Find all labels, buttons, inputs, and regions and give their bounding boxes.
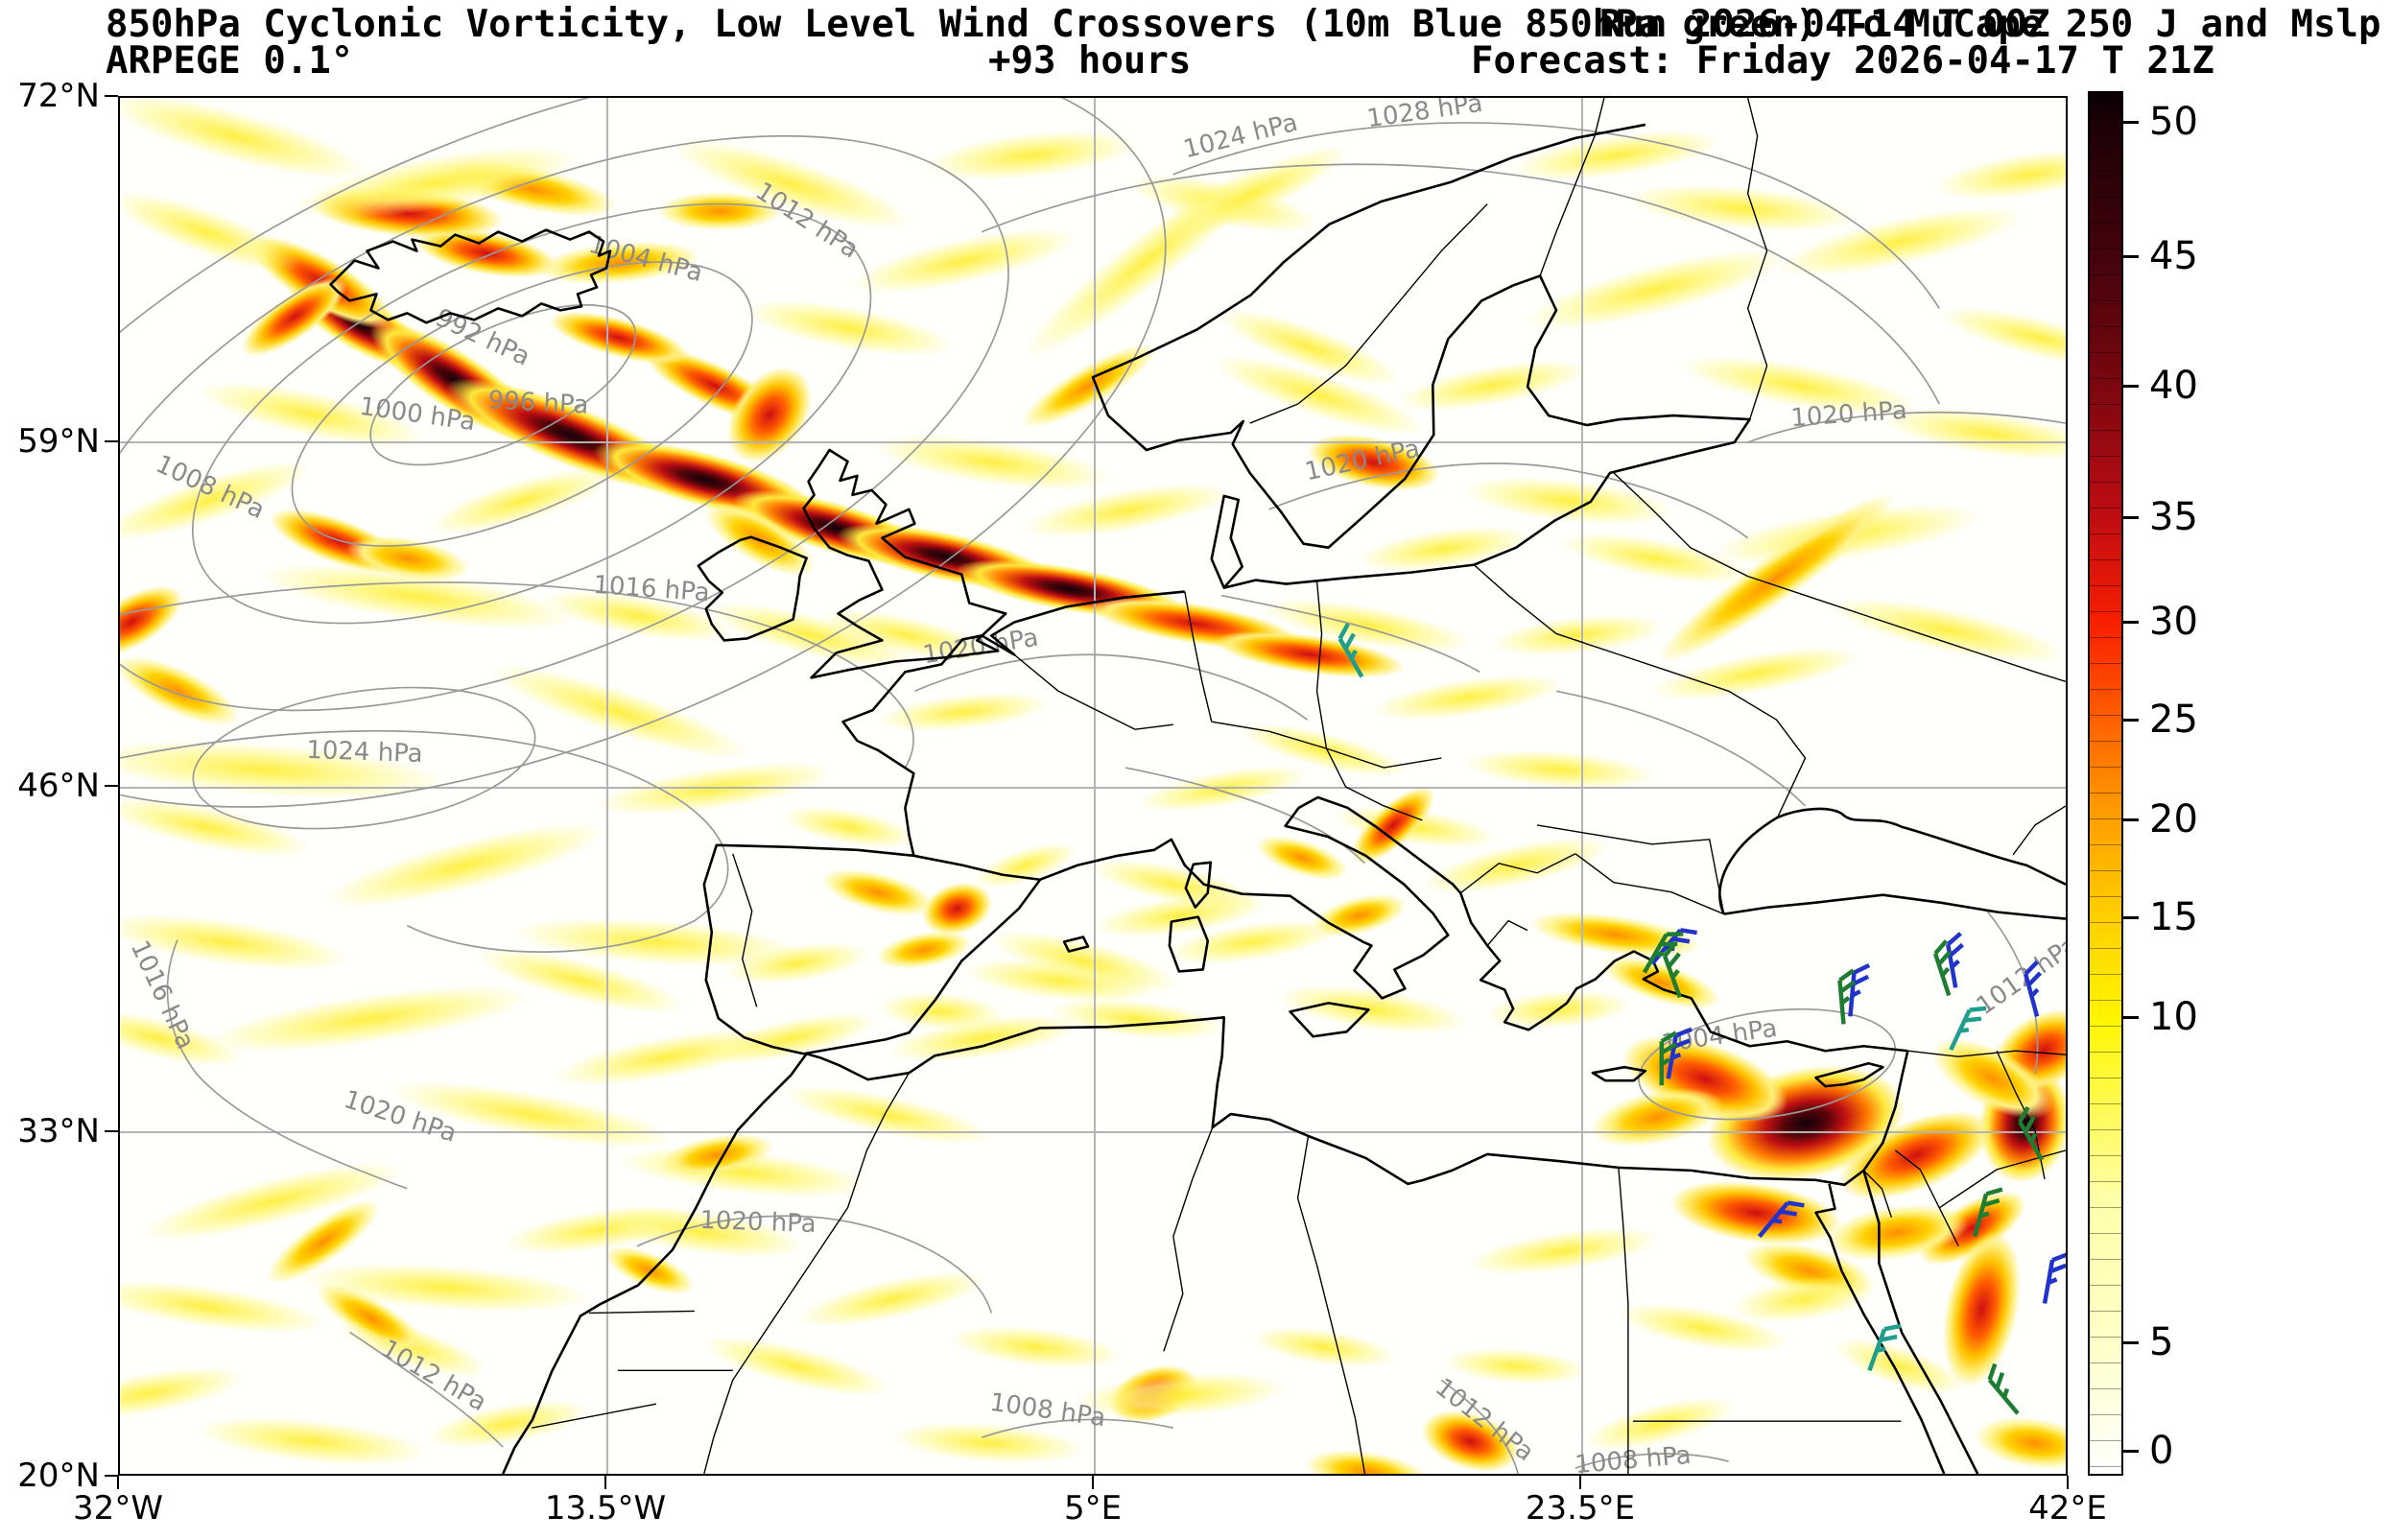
y-tick-label: 20°N bbox=[17, 1457, 100, 1495]
ireland-coast bbox=[697, 535, 808, 642]
blue-wind-barb-icon bbox=[1946, 932, 1964, 988]
y-tick-label: 46°N bbox=[17, 767, 100, 805]
green-wind-barb-icon bbox=[1659, 1031, 1677, 1086]
map-plot-area: 1028 hPa 1024 hPa 1012 hPa 1004 hPa 992 hPa 9… bbox=[118, 96, 2068, 1476]
colorbar-tick bbox=[2123, 620, 2139, 624]
corsica bbox=[1184, 861, 1213, 909]
mallorca bbox=[1062, 936, 1090, 953]
colorbar-tick bbox=[2123, 818, 2139, 822]
isobar-contours bbox=[120, 98, 2066, 1474]
denmark-coast bbox=[1210, 494, 1243, 589]
colorbar-tick-label: 40 bbox=[2149, 364, 2198, 409]
x-tick-label: 32°W bbox=[73, 1489, 163, 1528]
colorbar-tick-label: 0 bbox=[2149, 1429, 2174, 1474]
colorbar-tick-label: 10 bbox=[2149, 995, 2198, 1040]
colorbar-tick-label: 15 bbox=[2149, 895, 2198, 940]
blue-wind-barb-icon bbox=[2024, 960, 2043, 1017]
x-tick-label: 42°E bbox=[2028, 1489, 2107, 1528]
y-tick bbox=[105, 1129, 118, 1132]
graticule bbox=[120, 98, 2066, 1474]
colorbar-tick bbox=[2123, 1341, 2139, 1345]
x-tick bbox=[2067, 1476, 2069, 1489]
colorbar-tick-label: 50 bbox=[2149, 99, 2198, 144]
x-tick bbox=[604, 1476, 606, 1489]
cyprus bbox=[1814, 1061, 1884, 1088]
wind-barbs bbox=[1338, 623, 2066, 1415]
blue-wind-barb-icon bbox=[1666, 1027, 1693, 1079]
lead-time-label: +93 hours bbox=[988, 39, 1192, 83]
colorbar-tick-label: 35 bbox=[2149, 495, 2198, 540]
x-tick-label: 23.5°E bbox=[1525, 1489, 1636, 1528]
colorbar-tick-label: 5 bbox=[2149, 1320, 2174, 1365]
y-tick bbox=[105, 1475, 118, 1477]
green-wind-barb-icon bbox=[2018, 1105, 2044, 1162]
levant-africa-coast bbox=[502, 1016, 1909, 1474]
colorbar-tick bbox=[2123, 254, 2139, 258]
colorbar-tick bbox=[2123, 385, 2139, 389]
y-tick bbox=[105, 439, 118, 442]
colorbar-cells bbox=[2090, 93, 2121, 1474]
green-wind-barb-icon bbox=[1932, 939, 1952, 997]
x-tick bbox=[1579, 1476, 1581, 1489]
west-europe-coast bbox=[702, 590, 1185, 1055]
colorbar-tick-label: 25 bbox=[2149, 698, 2198, 743]
teal-wind-barb-icon bbox=[1949, 1006, 1987, 1052]
scandinavia-coast bbox=[1091, 123, 1751, 589]
great-britain-coast bbox=[802, 448, 1007, 679]
blue-wind-barb-icon bbox=[2042, 1251, 2066, 1304]
green-wind-barb-icon bbox=[1642, 932, 1684, 974]
forecast-label: Forecast: Friday 2026-04-17 T 21Z bbox=[1471, 39, 2214, 83]
vorticity-field bbox=[120, 98, 2066, 1474]
green-wind-barb-icon bbox=[1837, 968, 1856, 1025]
chart-title: 850hPa Cyclonic Vorticity, Low Level Win… bbox=[106, 3, 2381, 46]
run-label: Run 2026-04-14 T 00Z bbox=[1599, 3, 2050, 46]
colorbar-tick bbox=[2123, 719, 2139, 723]
colorbar-tick bbox=[2123, 516, 2139, 520]
country-borders bbox=[532, 98, 2066, 1474]
colorbar-tick bbox=[2123, 1016, 2139, 1020]
model-label: ARPEGE 0.1° bbox=[106, 39, 354, 83]
sicily bbox=[1289, 1002, 1370, 1038]
green-wind-barb-icon bbox=[1973, 1187, 2003, 1238]
blue-wind-barb-icon bbox=[1848, 962, 1871, 1017]
y-tick bbox=[105, 95, 118, 97]
y-tick-label: 33°N bbox=[17, 1111, 100, 1150]
x-tick bbox=[1092, 1476, 1094, 1489]
blue-wind-barb-icon bbox=[1757, 1200, 1805, 1239]
colorbar-tick-label: 45 bbox=[2149, 233, 2198, 278]
green-wind-barb-icon bbox=[1662, 941, 1682, 999]
x-tick-label: 5°E bbox=[1063, 1489, 1123, 1528]
y-tick-label: 72°N bbox=[17, 77, 100, 115]
blue-wind-barb-icon bbox=[1650, 928, 1697, 965]
y-tick bbox=[105, 785, 118, 787]
colorbar-tick bbox=[2123, 1450, 2139, 1454]
green-wind-barb-icon bbox=[1987, 1362, 2020, 1415]
colorbar-tick-label: 20 bbox=[2149, 797, 2198, 842]
france-italy-balkans-coast bbox=[1039, 795, 1908, 1053]
x-tick bbox=[117, 1476, 119, 1489]
colorbar-tick bbox=[2123, 120, 2139, 124]
coastlines bbox=[329, 98, 2066, 1474]
iceland-coast bbox=[329, 228, 612, 324]
black-sea-coast bbox=[1718, 807, 2066, 920]
colorbar bbox=[2088, 91, 2123, 1476]
colorbar-tick bbox=[2123, 916, 2139, 920]
crete bbox=[1591, 1065, 1647, 1082]
red-sea-coast bbox=[1814, 1170, 1979, 1474]
x-tick-label: 13.5°W bbox=[544, 1489, 667, 1528]
teal-wind-barb-icon bbox=[1867, 1323, 1902, 1372]
teal-wind-barb-icon bbox=[1338, 623, 1364, 678]
y-tick-label: 59°N bbox=[17, 421, 100, 461]
sardinia bbox=[1168, 915, 1210, 973]
colorbar-tick-label: 30 bbox=[2149, 599, 2198, 644]
